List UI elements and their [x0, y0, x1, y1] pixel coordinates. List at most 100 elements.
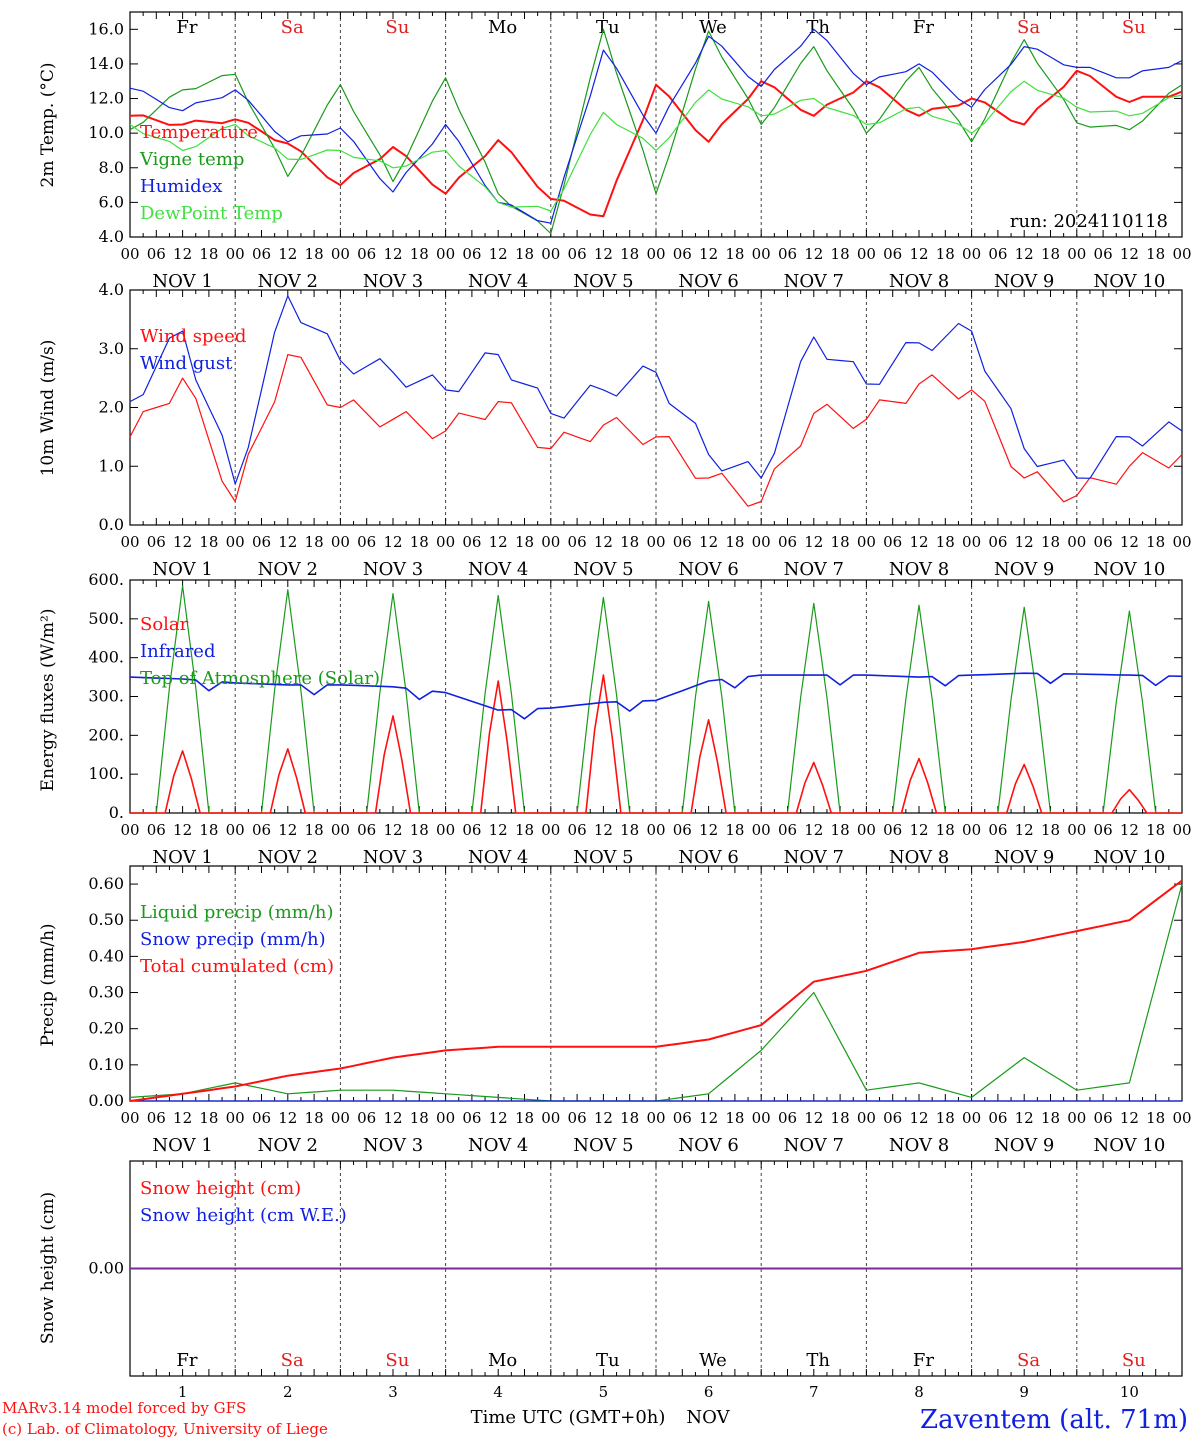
- hour-tick-label: 00: [120, 533, 139, 551]
- date-label: NOV 4: [468, 847, 528, 868]
- y-tick-label: 3.0: [99, 339, 124, 358]
- y-tick-label: 0.30: [88, 983, 124, 1002]
- date-label: NOV 1: [152, 1135, 212, 1156]
- hour-tick-label: 18: [831, 533, 850, 551]
- day-name: Su: [1122, 1350, 1146, 1371]
- y-axis-title: Snow height (cm): [38, 1192, 58, 1344]
- day-name: Sa: [1017, 17, 1040, 38]
- hour-tick-label: 06: [462, 821, 481, 839]
- model-credit: MARv3.14 model forced by GFS: [2, 1399, 246, 1417]
- series-line: [129, 672, 1183, 720]
- hour-tick-label: 06: [357, 821, 376, 839]
- hour-tick-label: 00: [962, 245, 981, 263]
- hour-tick-label: 12: [173, 1109, 192, 1127]
- hour-tick-label: 18: [305, 533, 324, 551]
- hour-tick-label: 06: [357, 245, 376, 263]
- hour-tick-label: 00: [120, 821, 139, 839]
- hour-tick-label: 12: [804, 821, 823, 839]
- date-label: NOV 7: [784, 1135, 844, 1156]
- hour-tick-label: 06: [1094, 245, 1113, 263]
- time-axis-label: Time UTC (GMT+0h): [471, 1407, 666, 1428]
- hour-tick-label: 12: [489, 533, 508, 551]
- station-name: Zaventem (alt. 71m): [920, 1405, 1188, 1435]
- hour-tick-label: 00: [646, 245, 665, 263]
- y-tick-label: 0.: [109, 803, 124, 822]
- hour-tick-label: 06: [462, 533, 481, 551]
- y-tick-label: 4.0: [99, 280, 124, 299]
- hour-tick-label: 00: [436, 245, 455, 263]
- day-name: Fr: [913, 17, 934, 38]
- lab-credit: (c) Lab. of Climatology, University of L…: [2, 1420, 328, 1438]
- hour-tick-label: 00: [541, 245, 560, 263]
- hour-tick-label: 06: [1094, 821, 1113, 839]
- y-tick-label: 500.: [88, 609, 124, 628]
- hour-tick-label: 00: [857, 821, 876, 839]
- y-tick-label: 4.0: [99, 227, 124, 246]
- hour-tick-label: 12: [383, 245, 402, 263]
- hour-tick-label: 06: [252, 821, 271, 839]
- hour-tick-label: 12: [1120, 533, 1139, 551]
- hour-tick-label: 12: [173, 533, 192, 551]
- hour-tick-label: 18: [1041, 1109, 1060, 1127]
- run-label: run: 2024110118: [1010, 211, 1168, 232]
- date-label: NOV 1: [152, 559, 212, 580]
- series-line: [129, 354, 1183, 507]
- hour-tick-label: 00: [331, 533, 350, 551]
- hour-tick-label: 18: [305, 1109, 324, 1127]
- legend-entry: Snow height (cm): [140, 1178, 301, 1199]
- hour-tick-label: 06: [673, 245, 692, 263]
- hour-tick-label: 12: [804, 1109, 823, 1127]
- hour-tick-label: 00: [226, 821, 245, 839]
- legend-entry: Temperature: [140, 122, 258, 143]
- day-number: 4: [493, 1383, 503, 1401]
- hour-tick-label: 12: [804, 245, 823, 263]
- legend-entry: Solar: [140, 614, 189, 635]
- hour-tick-label: 00: [226, 245, 245, 263]
- date-label: NOV 3: [363, 847, 423, 868]
- hour-tick-label: 06: [883, 245, 902, 263]
- hour-tick-label: 06: [778, 245, 797, 263]
- date-label: NOV 5: [573, 1135, 633, 1156]
- hour-tick-label: 06: [883, 1109, 902, 1127]
- hour-tick-label: 18: [1146, 1109, 1165, 1127]
- y-tick-label: 8.0: [99, 158, 124, 177]
- hour-tick-label: 00: [1067, 821, 1086, 839]
- hour-tick-label: 12: [1120, 245, 1139, 263]
- hour-tick-label: 06: [988, 1109, 1007, 1127]
- y-tick-label: 14.0: [88, 54, 124, 73]
- day-name: Sa: [1017, 1350, 1040, 1371]
- series-line: [129, 69, 1183, 218]
- y-tick-label: 0.60: [88, 874, 124, 893]
- series-line: [129, 80, 1183, 212]
- hour-tick-label: 06: [568, 1109, 587, 1127]
- day-name: We: [699, 1350, 727, 1371]
- hour-tick-label: 00: [541, 1109, 560, 1127]
- hour-tick-label: 18: [199, 821, 218, 839]
- date-label: NOV 9: [994, 271, 1054, 292]
- day-name: Tu: [596, 17, 620, 38]
- y-tick-label: 0.20: [88, 1019, 124, 1038]
- hour-tick-label: 06: [568, 821, 587, 839]
- date-label: NOV 6: [678, 559, 738, 580]
- y-tick-label: 300.: [88, 687, 124, 706]
- y-tick-label: 600.: [88, 570, 124, 589]
- hour-tick-label: 18: [831, 821, 850, 839]
- day-name: Su: [385, 1350, 409, 1371]
- hour-tick-label: 18: [1041, 245, 1060, 263]
- hour-tick-label: 06: [357, 533, 376, 551]
- hour-tick-label: 06: [778, 1109, 797, 1127]
- hour-tick-label: 18: [1041, 821, 1060, 839]
- date-label: NOV 7: [784, 847, 844, 868]
- date-label: NOV 8: [889, 1135, 949, 1156]
- hour-tick-label: 00: [646, 1109, 665, 1127]
- hour-tick-label: 12: [383, 533, 402, 551]
- hour-tick-label: 12: [699, 533, 718, 551]
- hour-tick-label: 12: [699, 1109, 718, 1127]
- hour-tick-label: 00: [1172, 821, 1191, 839]
- date-label: NOV 6: [678, 847, 738, 868]
- date-label: NOV 5: [573, 559, 633, 580]
- hour-tick-label: 00: [226, 533, 245, 551]
- day-number: 9: [1019, 1383, 1029, 1401]
- hour-tick-label: 00: [436, 821, 455, 839]
